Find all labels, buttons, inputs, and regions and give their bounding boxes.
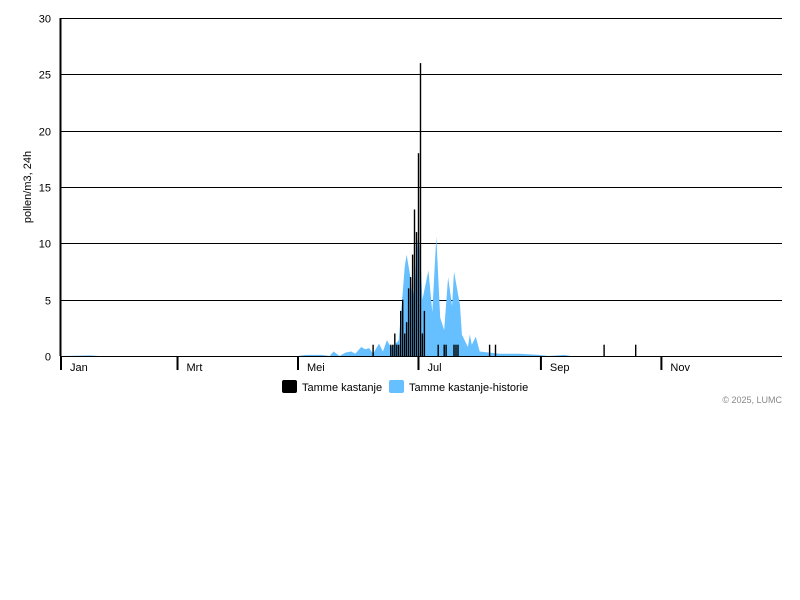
- x-tick-label: Jul: [427, 362, 441, 374]
- bar: [423, 310, 426, 356]
- bar: [415, 232, 418, 356]
- legend-swatch-black: [282, 380, 297, 393]
- bar: [394, 333, 396, 356]
- bar: [457, 344, 459, 356]
- x-tick-label: Mrt: [187, 362, 203, 374]
- bar: [603, 344, 605, 356]
- y-tick-label: 5: [45, 296, 51, 308]
- legend-item-series-1[interactable]: Tamme kastanje-historie: [389, 380, 528, 394]
- bar: [407, 288, 410, 356]
- y-tick-label: 15: [39, 183, 51, 195]
- x-tick-label: Jan: [70, 362, 88, 374]
- x-tick-label: Nov: [670, 362, 690, 374]
- bar: [419, 63, 422, 356]
- bar: [392, 344, 394, 356]
- y-tick-label: 0: [45, 352, 51, 364]
- bar: [445, 344, 447, 356]
- x-tick-label: Sep: [550, 362, 570, 374]
- axes: 0 5 10 15 20 25 30 Jan Mrt Mei Jul Sep Nov: [39, 14, 782, 374]
- y-tick-label: 10: [39, 239, 51, 251]
- legend-item-series-0[interactable]: Tamme kastanje: [282, 380, 382, 394]
- legend-label: Tamme kastanje-historie: [409, 382, 528, 394]
- legend-label: Tamme kastanje: [302, 382, 382, 394]
- bar: [417, 153, 420, 356]
- bar: [404, 333, 406, 356]
- bars-layer: [372, 63, 637, 356]
- bar: [396, 344, 398, 356]
- bar: [390, 344, 392, 356]
- bar: [494, 344, 497, 356]
- bar: [421, 333, 424, 356]
- legend: Tamme kastanje Tamme kastanje-historie: [282, 380, 528, 394]
- y-tick-label: 25: [39, 70, 51, 82]
- bar: [437, 344, 439, 356]
- bar: [405, 322, 408, 356]
- bar: [409, 277, 412, 356]
- bar: [453, 344, 455, 356]
- bar: [455, 344, 457, 356]
- bar: [443, 344, 445, 356]
- copyright: © 2025, LUMC: [722, 395, 782, 405]
- bar: [488, 344, 491, 356]
- bar: [372, 344, 374, 356]
- bar: [398, 344, 400, 356]
- y-axis-label: pollen/m3, 24h: [22, 151, 34, 223]
- bar: [411, 254, 414, 356]
- y-tick-label: 20: [39, 127, 51, 139]
- bar: [400, 310, 402, 356]
- bar: [402, 299, 404, 356]
- y-tick-label: 30: [39, 14, 51, 26]
- legend-swatch-blue: [389, 380, 404, 393]
- x-tick-label: Mei: [307, 362, 325, 374]
- bar: [413, 209, 416, 356]
- bar: [635, 344, 637, 356]
